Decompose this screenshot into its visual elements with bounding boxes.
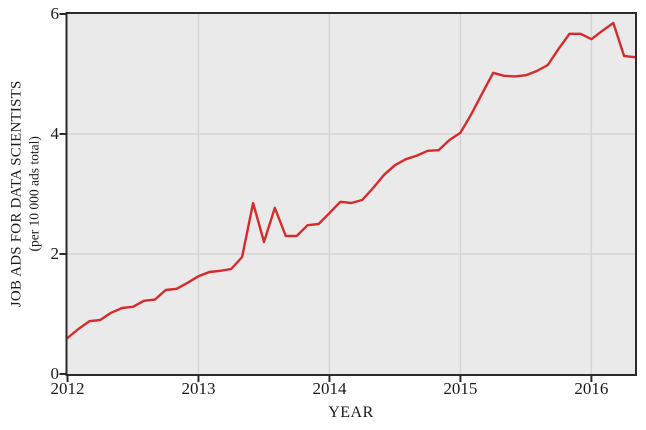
- y-axis-label-sub: (per 10 000 ads total): [25, 136, 41, 252]
- x-tick-label: 2013: [181, 379, 216, 398]
- plot-frame: [65, 12, 637, 376]
- plot-background: [67, 14, 636, 374]
- y-tick-label: 6: [50, 4, 60, 23]
- y-axis-label-main: JOB ADS FOR DATA SCIENTISTS: [8, 80, 25, 308]
- x-tick-label: 2015: [443, 379, 478, 398]
- y-tick-label: 2: [50, 244, 60, 263]
- x-tick-label: 2016: [574, 379, 609, 398]
- x-tick-label: 2014: [312, 379, 347, 398]
- y-tick-label: 0: [50, 364, 60, 383]
- x-axis-label: YEAR: [328, 404, 374, 421]
- y-tick-label: 4: [50, 124, 60, 143]
- x-tick-label: 2012: [50, 379, 85, 398]
- data-line-job-ads-for-data-scientists: [67, 21, 635, 340]
- y-axis-label: JOB ADS FOR DATA SCIENTISTS (per 10 000 …: [0, 14, 50, 374]
